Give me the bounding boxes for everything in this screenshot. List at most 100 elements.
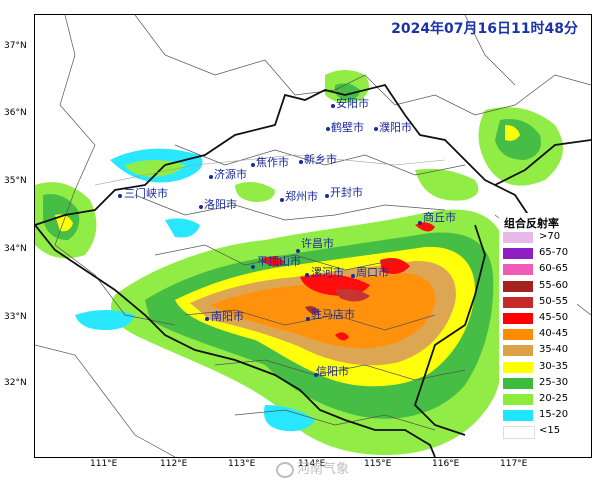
city-dot-xinyang	[314, 373, 318, 377]
city-luoyang: 洛阳市	[204, 198, 237, 211]
legend-swatch	[503, 345, 533, 357]
city-dot-hebi	[326, 127, 330, 131]
city-dot-luohe	[305, 273, 309, 277]
city-dot-luoyang	[199, 205, 203, 209]
legend-label: 45-50	[539, 312, 569, 323]
city-zhoukou: 周口市	[356, 266, 389, 279]
boundary-lines	[35, 15, 591, 457]
lat-label-32: 32°N	[4, 378, 27, 388]
legend-swatch	[503, 329, 533, 341]
city-dot-anyang	[331, 104, 335, 108]
city-dot-zhengzhou	[280, 198, 284, 202]
reflectivity-legend: 组合反射率 >70 65-70 60-65 55-60 50-55 45-50 40-45 3…	[499, 213, 577, 449]
legend-item: 45-50	[503, 311, 577, 326]
legend-label: 30-35	[539, 360, 569, 372]
rivers	[94, 154, 446, 186]
city-jiaozuo: 焦作市	[256, 156, 289, 169]
lon-label-113: 113°E	[228, 459, 256, 469]
legend-title: 组合反射率	[504, 217, 559, 230]
legend-swatch	[503, 296, 533, 308]
city-jiyuan: 济源市	[214, 168, 247, 181]
legend-swatch	[503, 394, 533, 405]
legend-label: <15	[539, 425, 561, 437]
legend-label: >70	[539, 231, 561, 242]
lon-label-115: 115°E	[364, 459, 392, 469]
legend-swatch	[503, 426, 535, 440]
legend-item: 55-60	[503, 279, 577, 294]
legend-swatch	[503, 410, 533, 422]
city-anyang: 安阳市	[336, 97, 369, 110]
city-dot-pingdingshan	[251, 265, 255, 269]
legend-item: >70	[503, 230, 577, 245]
lon-label-111: 111°E	[90, 459, 118, 469]
timestamp: 2024年07月16日11时48分	[391, 21, 578, 37]
city-sanmenxia: 三门峡市	[124, 187, 168, 200]
lat-label-34: 34°N	[4, 244, 27, 254]
legend-item: 40-45	[503, 327, 577, 342]
weibo-icon	[276, 461, 294, 478]
legend-swatch	[503, 264, 533, 276]
legend-label: 35-40	[539, 344, 569, 356]
legend-swatch	[503, 232, 533, 243]
city-dot-nanyang	[205, 317, 209, 321]
watermark: 河南气象	[276, 458, 349, 478]
radar-echo-layer	[35, 70, 563, 455]
legend-swatch	[503, 313, 533, 324]
lat-label-35: 35°N	[4, 176, 27, 186]
legend-label: 15-20	[539, 409, 569, 421]
city-hebi: 鹤壁市	[331, 121, 364, 134]
legend-item: 30-35	[503, 360, 577, 375]
lat-label-33: 33°N	[4, 312, 27, 322]
legend-item: 50-55	[503, 295, 577, 310]
legend-swatch	[503, 361, 533, 373]
radar-echo-canvas	[35, 15, 591, 457]
city-dot-zhoukou	[351, 274, 355, 278]
legend-label: 20-25	[539, 393, 569, 404]
legend-item: <15	[503, 424, 577, 440]
city-nanyang: 南阳市	[211, 310, 244, 323]
city-shangqiu: 商丘市	[423, 211, 456, 224]
legend-label: 55-60	[539, 279, 569, 291]
city-luohe: 漯河市	[311, 266, 344, 279]
city-dot-xuchang	[296, 249, 300, 253]
lon-label-117: 117°E	[500, 459, 528, 469]
city-xinyang: 信阳市	[316, 365, 349, 378]
legend-swatch	[503, 248, 533, 260]
lat-label-37: 37°N	[4, 41, 27, 51]
city-dot-xinxiang	[299, 160, 303, 164]
legend-label: 50-55	[539, 295, 569, 307]
city-dot-puyang	[374, 127, 378, 131]
city-dot-jiaozuo	[251, 163, 255, 167]
legend-item: 15-20	[503, 408, 577, 423]
province-border	[35, 83, 591, 457]
legend-item: 65-70	[503, 246, 577, 261]
city-dot-shangqiu	[418, 221, 422, 225]
legend-swatch	[503, 280, 533, 292]
legend-label: 60-65	[539, 263, 569, 275]
lat-label-36: 36°N	[4, 108, 27, 118]
city-pingdingshan: 平顶山市	[257, 255, 301, 268]
city-kaifeng: 开封市	[330, 186, 363, 199]
legend-swatch	[503, 377, 533, 389]
city-puyang: 濮阳市	[379, 121, 412, 134]
city-xuchang: 许昌市	[301, 237, 334, 250]
city-dot-sanmenxia	[118, 194, 122, 198]
legend-label: 25-30	[539, 376, 569, 388]
city-dot-zhumadian	[306, 317, 310, 321]
city-dot-kaifeng	[325, 194, 329, 198]
legend-item: 25-30	[503, 376, 577, 391]
lon-label-116: 116°E	[432, 459, 460, 469]
legend-item: 60-65	[503, 262, 577, 277]
watermark-text: 河南气象	[297, 462, 350, 477]
city-zhumadian: 驻马店市	[311, 308, 355, 321]
legend-label: 40-45	[539, 328, 569, 340]
lon-label-112: 112°E	[160, 459, 188, 469]
city-xinxiang: 新乡市	[304, 153, 337, 166]
legend-item: 35-40	[503, 343, 577, 358]
city-zhengzhou: 郑州市	[285, 190, 318, 203]
lon-label-114: 114°E	[298, 459, 326, 469]
legend-label: 65-70	[539, 247, 569, 259]
legend-item: 20-25	[503, 392, 577, 407]
city-dot-jiyuan	[209, 175, 213, 179]
